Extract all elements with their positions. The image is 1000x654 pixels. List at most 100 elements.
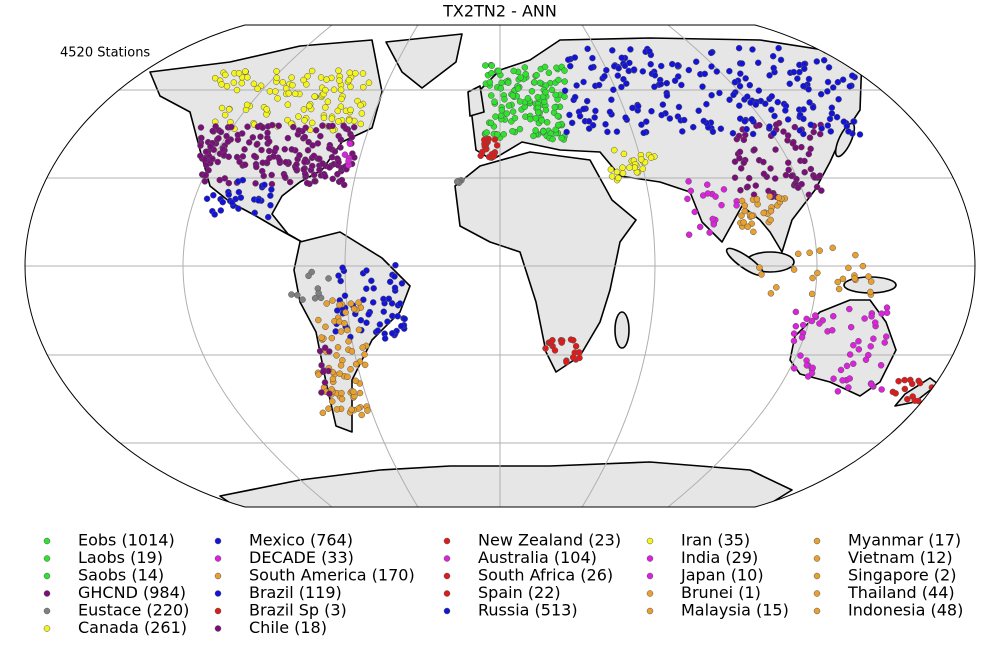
station-dot [296, 151, 303, 159]
station-dot [319, 160, 326, 167]
station-dot [304, 147, 312, 154]
station-dot [334, 307, 341, 314]
station-dot [663, 79, 671, 87]
station-dot [777, 56, 785, 64]
station-dot [816, 247, 823, 254]
legend-label: Eustace (220) [78, 601, 189, 620]
station-dot [363, 319, 370, 326]
station-dot [340, 122, 347, 130]
station-dot [784, 159, 792, 166]
station-dot [809, 274, 816, 282]
map-title: TX2TN2 - ANN [442, 2, 557, 21]
station-dot [608, 173, 616, 180]
station-dot [784, 132, 792, 139]
station-dot [846, 375, 853, 382]
station-dot [253, 141, 261, 148]
station-dot [846, 83, 854, 90]
station-dot [312, 127, 320, 134]
station-dot [805, 86, 812, 93]
station-dot [252, 180, 259, 187]
station-dot [647, 154, 655, 161]
station-dot [851, 275, 858, 282]
station-dot [622, 114, 629, 121]
legend-label: GHCND (984) [78, 583, 186, 602]
station-dot [359, 70, 367, 77]
south-america [293, 231, 411, 433]
station-dot [638, 121, 645, 128]
station-dot [911, 397, 919, 404]
station-dot [701, 70, 709, 78]
station-dot [374, 327, 382, 334]
station-dot [319, 122, 326, 129]
station-dot [706, 229, 713, 236]
station-dot [534, 93, 542, 101]
station-dot [826, 115, 834, 123]
legend-marker [813, 572, 821, 580]
station-dot [392, 261, 399, 269]
station-dot [769, 52, 777, 60]
station-dot [241, 146, 248, 153]
africa [454, 151, 637, 373]
station-dot [357, 101, 364, 109]
station-dot [308, 119, 316, 127]
station-dot [640, 129, 647, 137]
station-dot [309, 142, 316, 149]
station-dot [291, 90, 299, 98]
station-dot [386, 278, 394, 286]
station-dot [202, 171, 209, 179]
station-dot [317, 74, 325, 81]
legend-marker [443, 590, 451, 597]
station-dot [710, 221, 718, 228]
station-dot [272, 144, 280, 152]
station-dot [845, 128, 852, 135]
station-dot [741, 118, 749, 125]
station-dot [381, 335, 389, 342]
station-dot [647, 60, 654, 68]
station-dot [288, 291, 295, 298]
station-dot [270, 153, 277, 160]
station-dot [219, 198, 226, 206]
station-dot [634, 103, 642, 110]
station-dot [744, 183, 751, 191]
station-dot [348, 133, 356, 141]
station-dot [490, 153, 497, 160]
station-dot [867, 380, 875, 388]
station-dot [729, 129, 737, 137]
station-dot [678, 81, 685, 89]
station-dot [796, 127, 804, 134]
station-dot [774, 98, 781, 106]
station-dot [281, 173, 289, 180]
station-dot [328, 154, 336, 161]
legend-label: Indonesia (48) [848, 601, 963, 620]
station-dot [254, 85, 261, 93]
station-dot [907, 376, 914, 384]
legend-label: Spain (22) [478, 583, 561, 602]
station-dot [696, 223, 704, 231]
station-dot [835, 96, 842, 103]
station-dot [345, 157, 352, 165]
station-dot [385, 295, 393, 303]
station-dot [782, 107, 789, 114]
legend-marker [646, 572, 654, 580]
station-dot [703, 181, 711, 188]
station-dot [708, 63, 715, 70]
station-dot [736, 155, 743, 162]
station-dot [895, 377, 902, 385]
station-dot [666, 115, 674, 122]
station-dot [244, 74, 251, 81]
station-dot [790, 365, 798, 372]
station-dot [623, 80, 630, 87]
station-dot [491, 98, 498, 105]
legend-label: South America (170) [249, 566, 415, 585]
legend-marker [646, 607, 654, 615]
station-dot [558, 339, 565, 346]
station-dot [521, 64, 529, 71]
station-dot [758, 271, 765, 278]
station-dot [251, 209, 258, 217]
station-dot [509, 108, 517, 115]
station-dot [352, 377, 359, 385]
station-dot [837, 366, 845, 374]
station-dot [265, 147, 273, 155]
legend-marker [214, 607, 222, 615]
station-dot [740, 159, 748, 167]
